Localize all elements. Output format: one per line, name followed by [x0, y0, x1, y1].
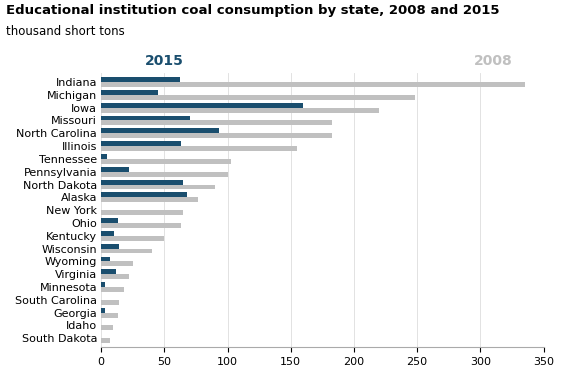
Bar	[101, 90, 158, 95]
Bar	[101, 325, 113, 330]
Bar	[101, 308, 105, 313]
Bar	[101, 82, 525, 87]
Bar	[101, 108, 379, 113]
Bar	[101, 244, 119, 249]
Bar	[101, 249, 152, 254]
Bar	[101, 159, 232, 164]
Bar	[101, 128, 218, 133]
Bar	[101, 154, 108, 159]
Bar	[101, 95, 415, 100]
Bar	[101, 236, 164, 241]
Bar	[101, 180, 183, 185]
Bar	[101, 197, 199, 202]
Bar	[101, 103, 303, 108]
Bar	[101, 141, 181, 146]
Bar	[101, 120, 332, 125]
Bar	[101, 269, 116, 274]
Bar	[101, 257, 110, 261]
Bar	[101, 210, 183, 215]
Bar	[101, 133, 332, 138]
Text: 2015: 2015	[145, 53, 184, 68]
Bar	[101, 300, 119, 305]
Text: thousand short tons: thousand short tons	[6, 25, 125, 38]
Bar	[101, 282, 105, 287]
Text: 2008: 2008	[473, 53, 512, 68]
Bar	[101, 193, 187, 197]
Bar	[101, 313, 118, 317]
Bar	[101, 261, 133, 266]
Bar	[101, 77, 180, 82]
Bar	[101, 116, 189, 120]
Bar	[101, 223, 181, 228]
Bar	[101, 146, 297, 151]
Bar	[101, 172, 228, 176]
Text: Educational institution coal consumption by state, 2008 and 2015: Educational institution coal consumption…	[6, 4, 499, 17]
Bar	[101, 274, 129, 279]
Bar	[101, 167, 129, 172]
Bar	[101, 231, 114, 236]
Bar	[101, 287, 124, 292]
Bar	[101, 338, 110, 343]
Bar	[101, 185, 215, 189]
Bar	[101, 218, 118, 223]
